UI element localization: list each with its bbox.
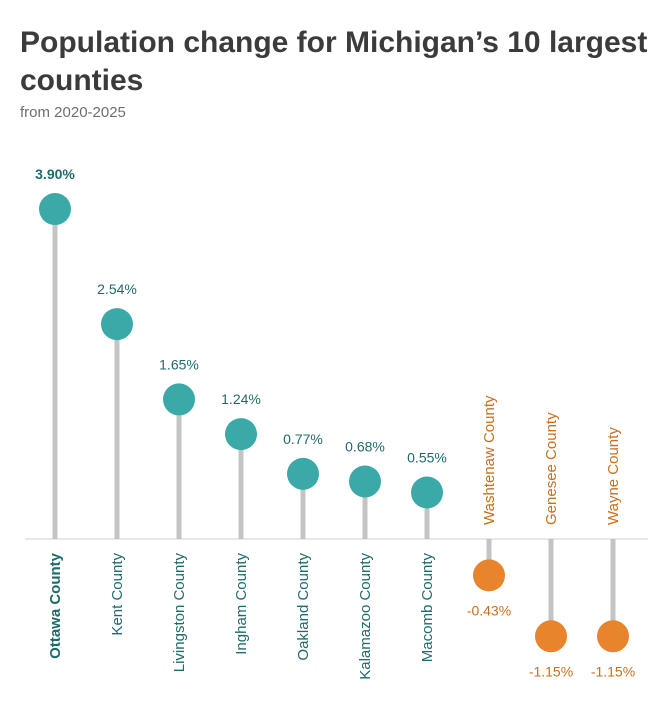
category-label: Kent County [109,553,126,636]
category-label: Ottawa County [47,552,64,658]
data-point [535,620,567,653]
data-point [349,465,381,498]
category-label: Genesee County [543,412,560,525]
value-label: -1.15% [529,663,573,679]
data-point [473,559,505,592]
data-point [163,383,195,416]
category-label: Washtenaw County [481,395,498,525]
data-point [39,193,71,226]
category-label: Kalamazoo County [357,553,374,680]
category-label: Livingston County [171,553,188,673]
value-label: 3.90% [35,166,75,182]
value-label: 1.65% [159,356,199,372]
chart-subtitle: from 2020-2025 [20,104,126,121]
chart-title: Population change for Michigan’s 10 larg… [20,26,648,97]
value-label: 2.54% [97,281,137,297]
data-point [597,620,629,653]
data-point [225,418,257,451]
category-label: Macomb County [419,553,436,663]
value-label: 1.24% [221,391,261,407]
data-point [287,457,319,490]
data-point [101,308,133,341]
value-label: 0.68% [345,438,385,454]
category-label: Oakland County [295,553,312,661]
value-label: -1.15% [591,663,635,679]
value-label: 0.77% [283,431,323,447]
category-label: Wayne County [605,427,622,525]
data-point [411,476,443,509]
category-label: Ingham County [233,553,250,655]
value-label: 0.55% [407,449,447,465]
value-label: -0.43% [467,602,511,618]
